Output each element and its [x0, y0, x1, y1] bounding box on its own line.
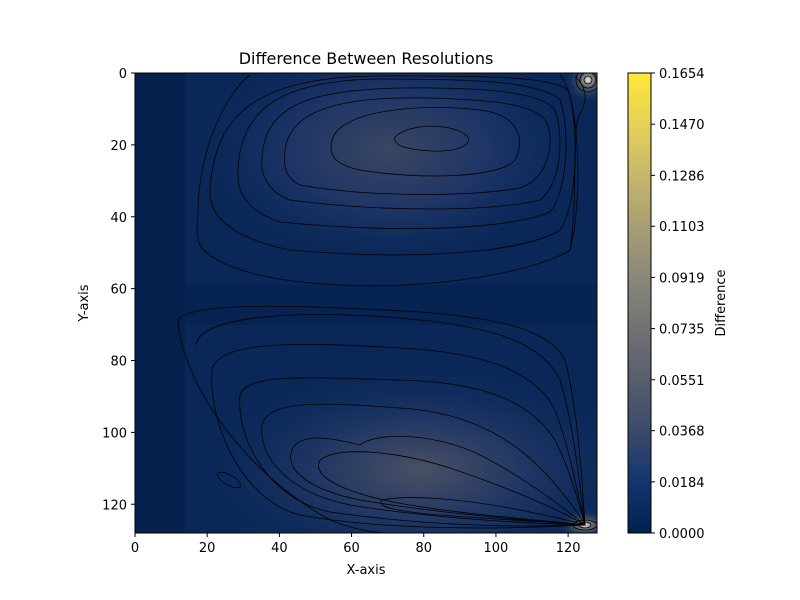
upper-vortex-glow: [190, 73, 590, 270]
contour-line: [237, 78, 567, 229]
contour-line: [575, 73, 597, 93]
colorbar-label: Difference: [714, 269, 729, 336]
colorbar-tick-label: 0.0184: [659, 476, 705, 491]
x-tick-label: 120: [556, 541, 581, 556]
contour-line: [195, 314, 586, 526]
contour-lines-lower: [177, 305, 597, 533]
y-tick-label: 0: [119, 67, 127, 82]
colorbar-tick-label: 0.0735: [659, 323, 705, 338]
heatmap-plot-area: [135, 73, 597, 533]
contour-line: [217, 471, 241, 489]
colorbar-ticks: 0.0000 0.0184 0.0368 0.0551 0.0735 0.0919 0.11…: [651, 67, 705, 542]
x-tick-label: 20: [199, 541, 216, 556]
colorbar: 0.0000 0.0184 0.0368 0.0551 0.0735 0.0919 0.11…: [627, 67, 729, 542]
x-tick-label: 60: [343, 541, 360, 556]
x-tick-label: 80: [415, 541, 432, 556]
contour-line: [283, 97, 551, 195]
y-axis-ticks: 0 20 40 60 80 100 120: [102, 67, 135, 513]
contour-line: [261, 403, 586, 526]
contour-line: [290, 435, 587, 526]
x-tick-label: 0: [131, 541, 139, 556]
contour-line: [579, 73, 597, 89]
x-tick-label: 100: [484, 541, 509, 556]
contour-line: [196, 74, 579, 287]
y-tick-label: 120: [102, 498, 127, 513]
contour-line: [578, 521, 592, 529]
colorbar-tick-label: 0.1286: [659, 169, 705, 184]
colorbar-tick-label: 0.1103: [659, 220, 705, 235]
contour-line: [177, 305, 586, 533]
heatmap-mid-band: [135, 285, 597, 325]
colorbar-tick-label: 0.1470: [659, 118, 705, 133]
y-axis-label: Y-axis: [77, 284, 92, 322]
x-tick-label: 40: [271, 541, 288, 556]
colorbar-tick-label: 0.0000: [659, 527, 705, 542]
lower-vortex-glow: [190, 360, 597, 533]
y-tick-label: 40: [110, 211, 127, 226]
contour-line: [394, 125, 469, 152]
y-tick-label: 80: [110, 355, 127, 370]
contour-line: [239, 377, 586, 527]
chart-title: Difference Between Resolutions: [239, 49, 494, 68]
colorbar-tick-label: 0.0551: [659, 374, 705, 389]
colorbar-tick-label: 0.1654: [659, 67, 705, 82]
contour-line: [583, 75, 593, 85]
colorbar-gradient: [627, 72, 652, 534]
contour-line: [330, 107, 520, 177]
contour-line: [572, 519, 597, 531]
y-tick-label: 60: [110, 283, 127, 298]
colorbar-tick-label: 0.0368: [659, 425, 705, 440]
y-tick-label: 20: [110, 139, 127, 154]
y-tick-label: 100: [102, 426, 127, 441]
colorbar-tick-label: 0.0919: [659, 271, 705, 286]
contour-line: [569, 75, 586, 251]
contour-line: [261, 87, 561, 210]
corner-hotspot-top: [564, 73, 597, 104]
contour-line: [211, 343, 586, 529]
x-axis-label: X-axis: [347, 563, 386, 578]
contour-lines-upper: [196, 73, 597, 287]
x-axis-ticks: 0 20 40 60 80 100 120: [131, 533, 581, 556]
plot-frame: [134, 72, 598, 534]
